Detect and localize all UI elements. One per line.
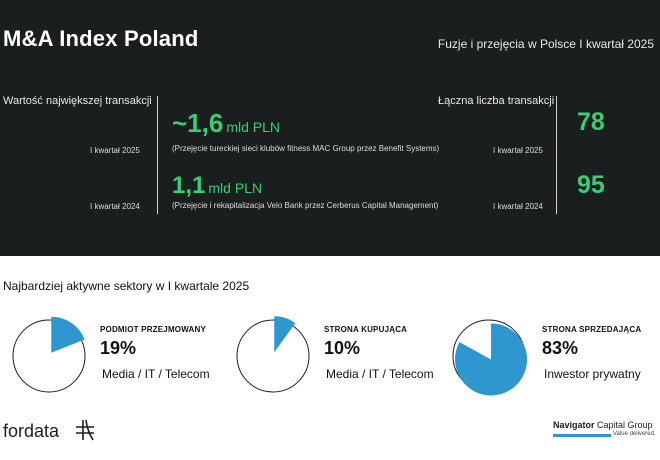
navigator-name: Navigator Capital Group bbox=[553, 420, 659, 430]
fordata-logo: fordata bbox=[3, 421, 60, 441]
largest-value-2024-unit: mld PLN bbox=[208, 180, 263, 196]
pie-slice bbox=[455, 323, 528, 396]
largest-value-2024-number: 1,1 bbox=[172, 172, 206, 199]
largest-value-2024: 1,1 mld PLN bbox=[172, 172, 262, 200]
largest-quarter-2024: I kwartał 2024 bbox=[90, 202, 140, 211]
navigator-bar bbox=[553, 434, 611, 437]
largest-value-2025-unit: mld PLN bbox=[226, 119, 281, 135]
sector-card-buyer: STRONA KUPUJĄCA 10% Media / IT / Telecom bbox=[236, 316, 446, 396]
fordata-mark-icon bbox=[76, 419, 94, 441]
navigator-logo: Navigator Capital Group Value delivered. bbox=[553, 420, 659, 437]
total-count-2024: 95 bbox=[577, 171, 605, 199]
total-transactions-label: Łączna liczba transakcji bbox=[438, 95, 555, 107]
total-quarter-2025: I kwartał 2025 bbox=[493, 146, 543, 155]
total-quarter-2024: I kwartał 2024 bbox=[493, 202, 543, 211]
largest-note-2025: (Przejęcie tureckiej sieci klubów fitnes… bbox=[172, 144, 440, 153]
card-sector: Inwestor prywatny bbox=[544, 367, 641, 381]
largest-quarter-2025: I kwartał 2025 bbox=[90, 146, 140, 155]
navigator-name-rest: Capital Group bbox=[597, 420, 653, 430]
sector-card-seller: STRONA SPRZEDAJĄCA 83% Inwestor prywatny bbox=[452, 316, 660, 396]
pie-chart-buyer bbox=[236, 316, 310, 393]
pie-slice bbox=[51, 316, 85, 353]
page-subtitle: Fuzje i przejęcia w Polsce I kwartał 202… bbox=[437, 37, 654, 51]
sectors-title: Najbardziej aktywne sektory w I kwartale… bbox=[3, 279, 250, 293]
card-percent: 10% bbox=[324, 338, 361, 358]
sector-card-target: PODMIOT PRZEJMOWANY 19% Media / IT / Tel… bbox=[12, 316, 222, 396]
total-count-2025: 78 bbox=[577, 108, 605, 136]
divider-right bbox=[556, 96, 557, 214]
navigator-name-bold: Navigator bbox=[553, 420, 595, 430]
card-caption: STRONA KUPUJĄCA bbox=[324, 325, 408, 334]
largest-transaction-label: Wartość największej transakcji bbox=[3, 95, 152, 107]
card-caption: PODMIOT PRZEJMOWANY bbox=[100, 325, 207, 334]
pie-slice bbox=[274, 316, 296, 353]
card-sector: Media / IT / Telecom bbox=[326, 367, 434, 381]
navigator-tagline: Value delivered. bbox=[613, 431, 656, 437]
divider-left bbox=[157, 96, 158, 214]
card-percent: 83% bbox=[542, 338, 579, 358]
page-title: M&A Index Poland bbox=[3, 26, 199, 51]
card-sector: Media / IT / Telecom bbox=[102, 367, 210, 381]
pie-base bbox=[236, 319, 310, 393]
largest-value-2025-number: ~1,6 bbox=[172, 108, 224, 138]
header-panel: M&A Index Poland Fuzje i przejęcia w Pol… bbox=[0, 0, 660, 256]
card-percent: 19% bbox=[100, 338, 137, 358]
card-caption: STRONA SPRZEDAJĄCA bbox=[542, 325, 642, 334]
pie-chart-target bbox=[12, 316, 86, 393]
largest-value-2025: ~1,6 mld PLN bbox=[172, 108, 280, 139]
pie-chart-seller bbox=[452, 319, 528, 396]
largest-note-2024: (Przejęcie i rekapitalizacja Velo Bank p… bbox=[172, 201, 439, 210]
